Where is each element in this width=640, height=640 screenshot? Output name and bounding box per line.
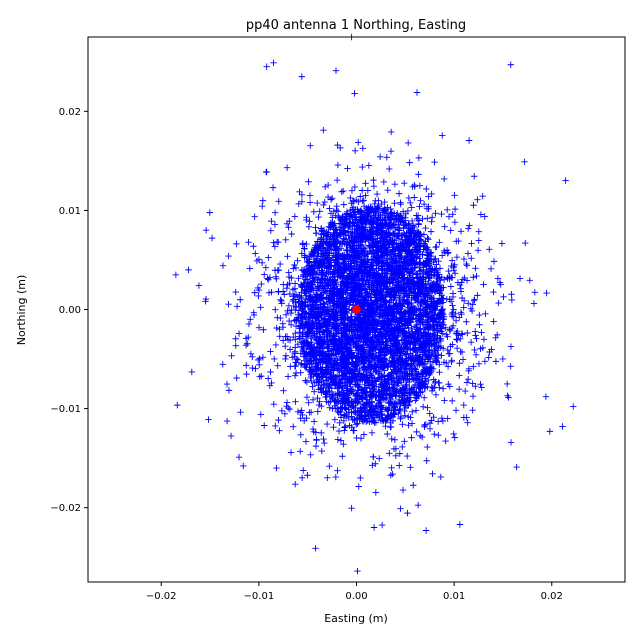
scatter-point — [365, 204, 372, 211]
scatter-point — [415, 236, 422, 244]
scatter-point — [386, 398, 393, 406]
chart-title: pp40 antenna 1 Northing, Easting — [246, 18, 466, 33]
scatter-point — [332, 349, 339, 357]
plot-points — [172, 33, 577, 575]
scatter-point — [315, 274, 323, 282]
scatter-point — [357, 241, 365, 248]
scatter-point — [319, 357, 326, 365]
scatter-point — [318, 249, 325, 257]
scatter-point — [332, 396, 340, 404]
scatter-point — [426, 371, 433, 378]
scatter-point — [320, 380, 327, 388]
scatter-point — [298, 294, 305, 302]
scatter-point — [318, 389, 325, 396]
scatter-point — [338, 368, 346, 376]
scatter-point — [321, 381, 328, 389]
scatter-point — [365, 242, 373, 249]
